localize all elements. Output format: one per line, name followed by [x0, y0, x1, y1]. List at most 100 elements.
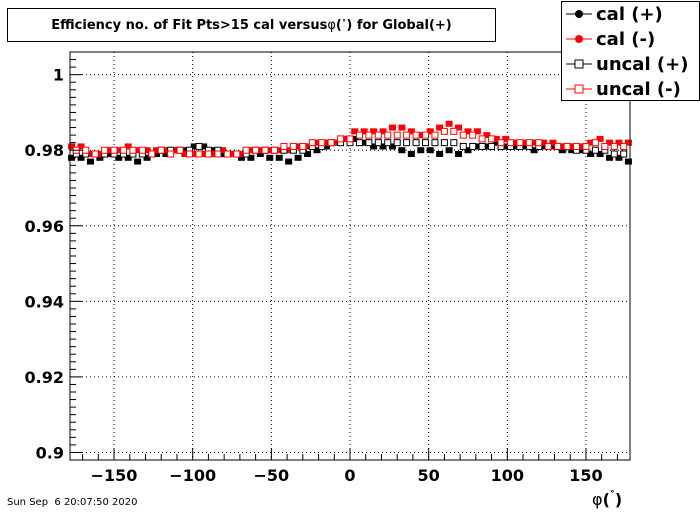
data-point-uncal [478, 135, 486, 143]
data-point-cal [275, 147, 283, 154]
data-point-cal [153, 151, 161, 157]
data-point-cal [577, 147, 585, 154]
data-point-cal [596, 151, 604, 157]
data-point-uncal [233, 150, 241, 158]
legend-marker-uncal-plus [566, 59, 592, 69]
data-point-uncal [186, 150, 194, 158]
data-point-cal [190, 143, 198, 150]
x-tick-label: −100 [169, 466, 216, 485]
data-point-uncal [393, 131, 401, 139]
data-point-cal [464, 147, 472, 154]
data-point-uncal [374, 131, 382, 139]
data-point-uncal [431, 139, 439, 147]
data-point-cal [530, 147, 538, 154]
data-point-uncal [582, 142, 590, 150]
data-point-cal [77, 154, 85, 161]
data-point-cal [606, 154, 614, 161]
data-point-cal [115, 147, 123, 154]
data-point-cal [209, 147, 217, 154]
data-point-cal [96, 151, 104, 157]
data-point-uncal [591, 146, 599, 154]
data-point-uncal [488, 135, 496, 143]
data-point-cal [455, 124, 463, 131]
data-point-cal [237, 151, 245, 157]
data-point-cal [181, 151, 189, 157]
data-point-uncal [214, 150, 222, 158]
data-point-cal [134, 158, 142, 165]
x-axis-label-close-paren: ) [614, 490, 623, 509]
data-point-cal [530, 139, 538, 146]
data-point-cal [162, 151, 170, 157]
data-point-cal [407, 128, 415, 135]
data-point-cal [417, 132, 425, 139]
legend-label-cal-plus: cal (+) [596, 3, 663, 25]
data-point-uncal [119, 146, 127, 154]
data-point-cal [96, 154, 104, 161]
data-point-uncal [82, 146, 90, 154]
y-tick-label: 0.92 [25, 368, 64, 387]
data-point-cal [105, 147, 113, 154]
data-point-uncal [459, 131, 467, 139]
data-point-uncal [167, 150, 175, 158]
data-point-uncal [497, 139, 505, 147]
data-point-cal [445, 120, 453, 127]
legend-label-uncal-plus: uncal (+) [596, 53, 689, 75]
data-point-uncal [308, 139, 316, 147]
data-point-uncal [261, 146, 269, 154]
data-point-uncal [223, 150, 231, 158]
data-point-cal [370, 143, 378, 150]
data-point-cal [606, 139, 614, 146]
data-point-cal [483, 143, 491, 150]
data-point-uncal [393, 139, 401, 147]
data-point-cal [549, 143, 557, 150]
data-point-cal [247, 147, 255, 154]
legend: cal (+) cal (-) uncal (+) uncal (-) [561, 1, 700, 101]
data-point-uncal [563, 142, 571, 150]
data-point-uncal [620, 142, 628, 150]
data-point-uncal [610, 150, 618, 158]
data-point-uncal [450, 127, 458, 135]
data-point-cal [266, 147, 274, 154]
data-point-cal [473, 128, 481, 135]
data-point-uncal [280, 142, 288, 150]
legend-item-cal-plus: cal (+) [562, 2, 700, 26]
data-point-uncal [403, 139, 411, 147]
data-point-cal [332, 139, 340, 146]
data-point-uncal [365, 139, 373, 147]
data-point-cal [294, 154, 302, 161]
legend-marker-cal-minus [566, 35, 592, 43]
data-point-cal [398, 147, 406, 154]
data-point-cal [219, 147, 227, 154]
chart-title-degree: ˚ [341, 20, 347, 30]
data-point-uncal [91, 150, 99, 158]
data-point-cal [247, 154, 255, 161]
data-point-uncal [440, 139, 448, 147]
data-point-cal [521, 143, 529, 150]
data-point-cal [341, 135, 349, 142]
y-tick-label: 0.9 [36, 443, 64, 462]
data-point-uncal [129, 146, 137, 154]
data-point-cal [483, 132, 491, 139]
data-point-uncal [110, 146, 118, 154]
data-point-uncal [412, 139, 420, 147]
legend-item-uncal-plus: uncal (+) [562, 52, 700, 76]
data-point-uncal [403, 131, 411, 139]
data-point-cal [587, 139, 595, 146]
data-point-cal [237, 154, 245, 161]
data-point-cal [105, 151, 113, 157]
y-tick-label: 0.94 [25, 292, 64, 311]
data-point-cal [502, 143, 510, 150]
data-point-uncal [459, 142, 467, 150]
y-tick-label: 0.98 [25, 141, 64, 160]
x-axis-label-phi: φ [592, 490, 603, 509]
data-point-cal [558, 147, 566, 154]
data-point-cal [539, 143, 547, 150]
data-point-uncal [374, 139, 382, 147]
data-point-cal [134, 147, 142, 154]
data-point-uncal [148, 150, 156, 158]
legend-marker-cal-plus [566, 10, 592, 18]
chart-title-prefix: Efficiency no. of Fit Pts>15 cal versus [51, 17, 328, 33]
data-point-cal [266, 154, 274, 161]
x-axis-label-open-paren: ( [602, 490, 610, 509]
